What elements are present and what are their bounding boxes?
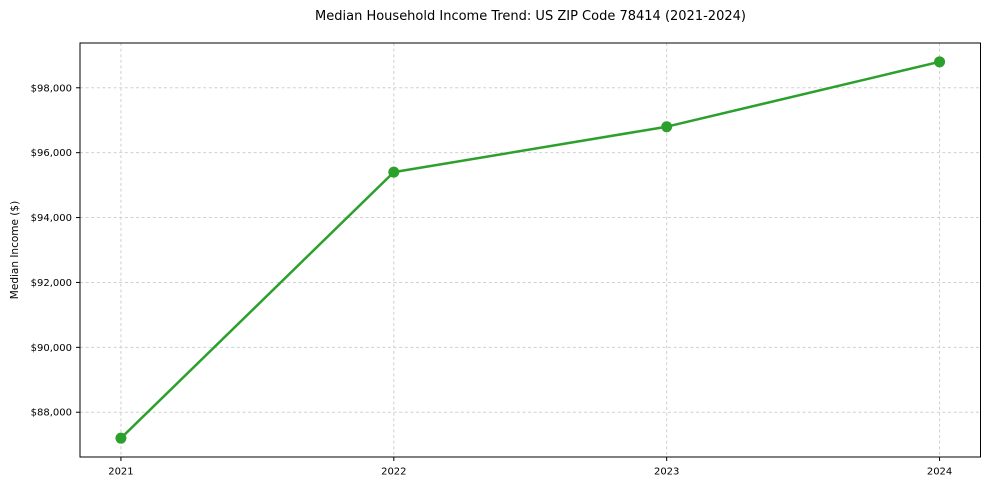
data-point-marker	[388, 166, 400, 178]
x-tick-label: 2023	[654, 467, 679, 478]
income-trend-line	[119, 60, 941, 440]
axes-spines	[79, 42, 981, 458]
chart-title: Median Household Income Trend: US ZIP Co…	[315, 9, 746, 24]
y-tick-label: $94,000	[31, 213, 72, 224]
x-tick-label: 2024	[927, 467, 952, 478]
data-point-marker	[934, 56, 946, 68]
data-point-marker	[115, 432, 127, 444]
data-point-marker	[661, 121, 673, 133]
y-tick-label: $96,000	[31, 148, 72, 159]
y-tick-label: $92,000	[31, 278, 72, 289]
y-tick-label: $90,000	[31, 343, 72, 354]
x-tick-label: 2021	[108, 467, 133, 478]
x-tick-label: 2022	[381, 467, 406, 478]
y-tick-label: $88,000	[31, 408, 72, 419]
y-tick-label: $98,000	[31, 83, 72, 94]
